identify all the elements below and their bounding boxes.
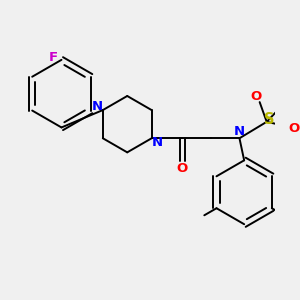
Text: F: F [49, 51, 58, 64]
Text: O: O [250, 90, 262, 103]
Text: O: O [289, 122, 300, 135]
Text: N: N [234, 125, 245, 138]
Text: N: N [152, 136, 163, 148]
Text: O: O [176, 162, 188, 175]
Text: S: S [264, 112, 274, 127]
Text: N: N [92, 100, 103, 113]
